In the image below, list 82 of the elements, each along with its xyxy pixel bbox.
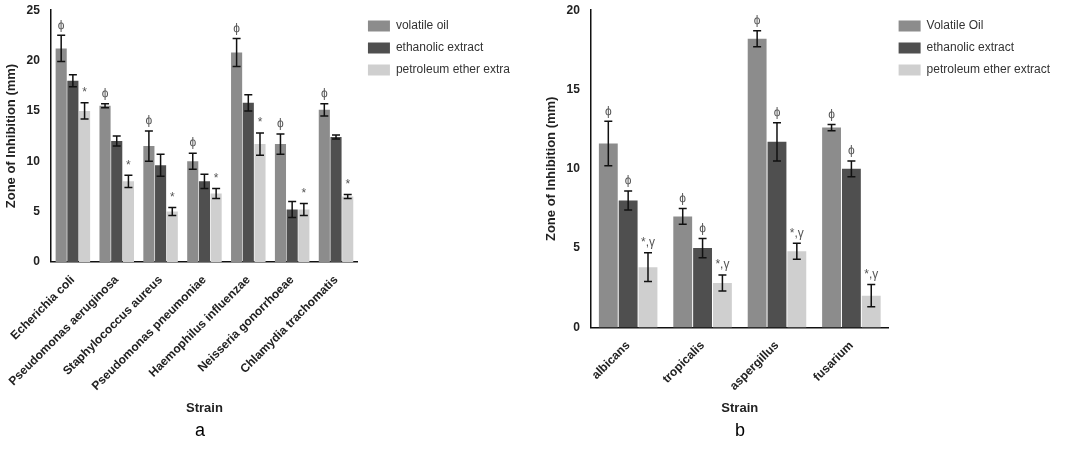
bar [330,137,342,262]
bar [55,48,67,262]
y-tick-label: 0 [33,254,41,269]
bar [198,181,210,262]
legend-label: volatile oil [395,18,449,33]
annotation: ϕ [604,103,612,118]
annotation: ϕ [624,173,632,188]
annotation: ϕ [57,17,65,32]
y-tick-label: 5 [573,240,581,255]
bar [242,102,254,262]
annotation: * [301,185,307,200]
annotation: ϕ [233,20,241,35]
annotation: ϕ [189,135,197,150]
y-tick-label: 10 [26,153,41,168]
annotation: ϕ [320,86,328,101]
bar [861,295,881,328]
x-axis-title: Strain [721,399,759,415]
y-tick-label: 0 [573,319,581,334]
annotation: *,γ [640,235,656,250]
bar [712,283,732,328]
legend-label: ethanolic extract [926,40,1015,55]
annotation: *,γ [864,266,879,281]
y-tick-label: 10 [566,161,581,176]
bar [693,248,712,328]
legend-label: ethanolic extract [395,40,484,55]
annotation: *,γ [715,257,730,272]
bar [318,109,330,262]
y-tick-label: 20 [26,52,41,67]
bar [254,144,266,262]
y-tick-label: 20 [566,2,581,17]
annotation: ϕ [101,86,109,101]
text: b [734,420,746,441]
bar [638,267,658,328]
bar [210,193,222,262]
y-axis-title: Zone of Inhibition (mm) [3,63,19,209]
bar [618,200,638,328]
annotation: *,γ [789,225,804,240]
bar [67,80,79,262]
annotation: ϕ [848,143,856,158]
bar [99,105,111,262]
y-tick-label: 15 [26,103,41,118]
bar [787,251,807,328]
annotation: ϕ [145,113,153,128]
y-tick-label: 5 [33,203,41,218]
bar [166,211,178,262]
bar [187,161,199,262]
bar [155,165,167,262]
x-axis-title: Strain [186,399,223,415]
annotation: ϕ [699,220,707,235]
annotation: * [213,170,219,185]
bar [122,181,134,262]
text: a [194,420,206,441]
annotation: * [82,85,88,100]
annotation: * [345,176,351,191]
annotation: * [169,189,175,204]
bar [767,141,787,328]
y-tick-label: 15 [566,81,581,96]
y-axis-title: Zone of Inhibition (mm) [543,96,559,242]
legend-label: Volatile Oil [926,18,984,33]
legend-label: petroleum ether extract [926,62,1051,77]
bar [598,143,618,328]
bar [673,216,693,328]
bar [342,196,354,262]
bar [298,209,310,262]
annotation: * [126,157,132,172]
annotation: ϕ [773,105,781,120]
bar [286,209,298,262]
bar [231,52,243,262]
legend-label: petroleum ether extra [395,62,511,77]
annotation: * [257,115,263,130]
bar [143,146,155,262]
bar [841,168,861,328]
annotation: ϕ [277,116,285,131]
annotation: ϕ [753,13,761,28]
bar [747,38,767,328]
bar [822,127,841,328]
annotation: ϕ [679,190,687,205]
bar [274,144,287,262]
bar [111,141,123,262]
y-tick-label: 25 [26,2,41,17]
annotation: ϕ [828,106,836,121]
bar [79,110,91,262]
